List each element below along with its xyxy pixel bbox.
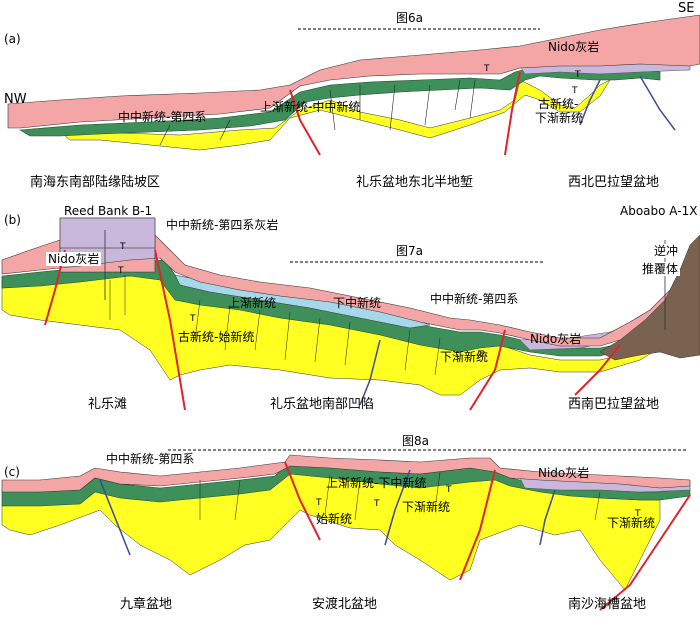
panel-c-label-lower-oligocene-mid: 下渐新统 (402, 500, 451, 514)
panel-b-red-fault-4 (574, 344, 621, 396)
panel-b-label-thrust-1: 逆冲 (652, 244, 681, 258)
panel-a-label-mid-neogene: 中中新统-第四系 (118, 110, 207, 124)
panel-c-t-marker-4: T (635, 509, 641, 519)
panel-c-region-2: 安渡北盆地 (312, 597, 378, 612)
panel-c-fault-set (199, 471, 601, 521)
panel-b-section (1, 217, 700, 411)
panel-c-region-1: 九章盆地 (120, 597, 173, 612)
panel-b-label-nido-right: Nido灰岩 (530, 332, 582, 346)
panel-a-red-fault-2 (504, 71, 521, 156)
panel-b-label-lower-miocene: 下中新统 (333, 296, 382, 310)
panel-b-t-marker-4: T (478, 350, 484, 360)
panel-a-blue-fault-1 (579, 79, 601, 126)
panel-b-red-fault-1 (154, 249, 186, 411)
panel-c-red-fault-2 (459, 469, 496, 581)
panel-c-label-upper-oligo: 上渐新统-下中新统 (326, 476, 427, 490)
panel-a-green-strata (19, 67, 661, 137)
panel-c-fig-ref: 图8a (402, 434, 429, 448)
panel-c-label-nido: Nido灰岩 (538, 466, 590, 480)
panel-a-label-paleogene-2: 下渐新统 (535, 111, 584, 125)
panel-b-label-mid-neogene-limestone: 中中新统-第四系灰岩 (166, 218, 279, 232)
panel-c-label-mid-neogene: 中中新统-第四系 (106, 452, 195, 466)
panel-b-t-marker-3: T (190, 314, 196, 324)
panel-c-label-eocene: 始新统 (316, 512, 353, 526)
panel-a-fault-set (159, 79, 476, 146)
panel-b-region-3: 西南巴拉望盆地 (568, 397, 660, 412)
panel-c-t-marker-1: T (316, 498, 322, 508)
panel-b-fig-ref: 图7a (396, 244, 423, 258)
panel-b-aboabo-label: Aboabo A-1X (620, 204, 698, 218)
panel-b-label-upper-oligocene: 上渐新统 (228, 296, 277, 310)
panel-a-label-nido: Nido灰岩 (548, 40, 600, 54)
panel-a-t-marker-1: T (484, 64, 490, 74)
panel-b-label-nido-left: Nido灰岩 (46, 252, 102, 266)
panel-a-red-fault-1 (289, 89, 321, 156)
panel-b-pink-strata (1, 234, 700, 347)
panel-a-label-paleogene-1: 古新统- (538, 97, 579, 111)
panel-c-section (1, 449, 691, 611)
panel-a-region-3: 西北巴拉望盆地 (568, 175, 660, 190)
panel-a-fig-ref: 图6a (396, 11, 423, 25)
panel-a-tag: (a) (4, 32, 21, 46)
panel-b-label-paleocene-eocene: 古新统-始新统 (178, 330, 255, 344)
panel-b-brown-thrust (599, 234, 700, 361)
panel-c-blue-fault-2 (384, 469, 411, 546)
panel-c-blue-fault-1 (99, 479, 131, 556)
panel-c-t-marker-3: T (446, 485, 452, 495)
panel-b-reed-bank-box (59, 217, 156, 249)
panel-a-section (7, 14, 700, 156)
panel-c-blue-fault-3 (539, 489, 556, 546)
panel-b-label-thrust-2: 推覆体 (640, 262, 681, 276)
panel-b-fault-set (109, 275, 441, 376)
panel-a-t-marker-3: T (572, 86, 578, 96)
panel-a-nw-label: NW (4, 92, 27, 107)
panel-c-region-3: 南沙海槽盆地 (568, 597, 647, 612)
panel-b-region-2: 礼乐盆地南部凹陷 (270, 397, 375, 412)
panel-a-region-1: 南海东南部陆缘陆坡区 (30, 175, 161, 190)
panel-a-se-label: SE (678, 1, 695, 16)
panel-a-label-upper-oligocene: 上渐新统-中中新统 (260, 100, 361, 114)
panel-b-t-marker-1: T (120, 242, 126, 252)
panel-c-tag: (c) (4, 465, 20, 479)
panel-b-red-fault-3 (469, 329, 506, 411)
panel-b-t-marker-2: T (118, 266, 124, 276)
panel-b-reed-bank-label: Reed Bank B-1 (64, 204, 153, 218)
panel-c-red-fault-3 (599, 494, 691, 611)
panel-c-t-marker-2: T (374, 499, 380, 509)
panel-c-red-fault-1 (284, 461, 321, 541)
panel-a-region-2: 礼乐盆地东北半地堑 (356, 175, 474, 190)
panel-a-pink-strata (7, 14, 700, 129)
panel-c-label-lower-oligocene-right: 下渐新统 (607, 516, 656, 530)
panel-b-region-1: 礼乐滩 (88, 397, 128, 412)
panel-b-label-lower-oligocene: 下渐新统 (440, 350, 489, 364)
panel-b-blue-fault-1 (359, 339, 381, 406)
panel-b-label-mid-neogene: 中中新统-第四系 (430, 292, 519, 306)
panel-a-t-marker-2: T (575, 70, 581, 80)
panel-b-tag: (b) (4, 213, 21, 227)
panel-a-blue-fault-2 (639, 75, 676, 131)
